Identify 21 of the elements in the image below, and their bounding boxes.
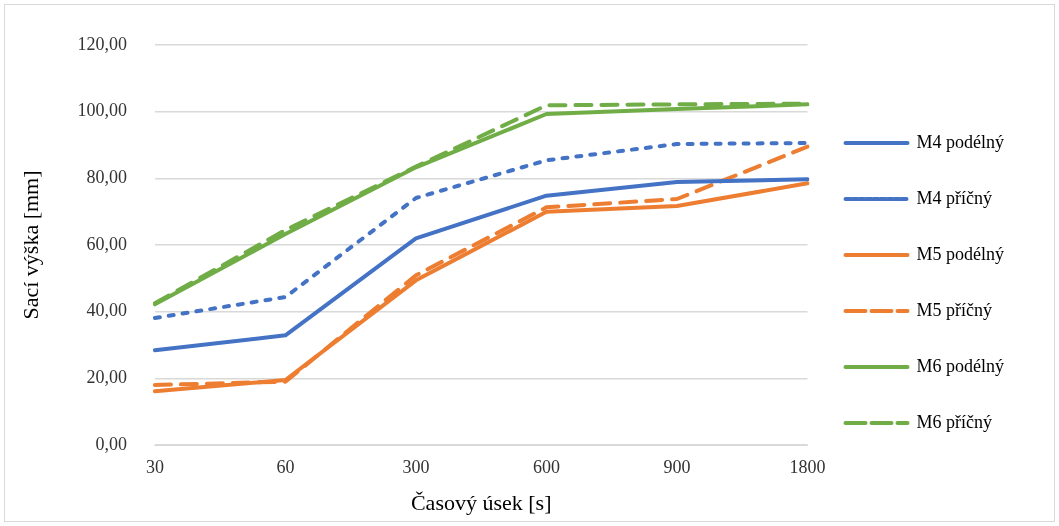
legend-label: M5 podélný (916, 243, 1004, 264)
y-tick-label: 60,00 (86, 233, 127, 254)
y-tick-label: 100,00 (77, 100, 127, 121)
x-tick-label: 60 (276, 456, 295, 477)
x-tick-label: 1800 (789, 456, 826, 477)
legend-label: M4 příčný (916, 187, 992, 208)
y-tick-label: 40,00 (86, 300, 127, 321)
y-tick-label: 120,00 (77, 33, 127, 54)
y-tick-label: 20,00 (86, 367, 127, 388)
x-tick-label: 30 (145, 456, 164, 477)
y-tick-label: 80,00 (86, 167, 127, 188)
x-tick-label: 600 (532, 456, 560, 477)
x-tick-label: 300 (402, 456, 430, 477)
x-axis-title: Časový úsek [s] (410, 489, 552, 515)
legend-label: M4 podélný (916, 131, 1004, 152)
x-tick-label: 900 (663, 456, 691, 477)
y-axis-title: Sací výška [mm] (17, 170, 43, 320)
legend-label: M5 příčný (916, 299, 992, 320)
legend-label: M6 podélný (916, 355, 1004, 376)
legend-label: M6 příčný (916, 411, 992, 432)
y-tick-label: 0,00 (95, 433, 127, 454)
